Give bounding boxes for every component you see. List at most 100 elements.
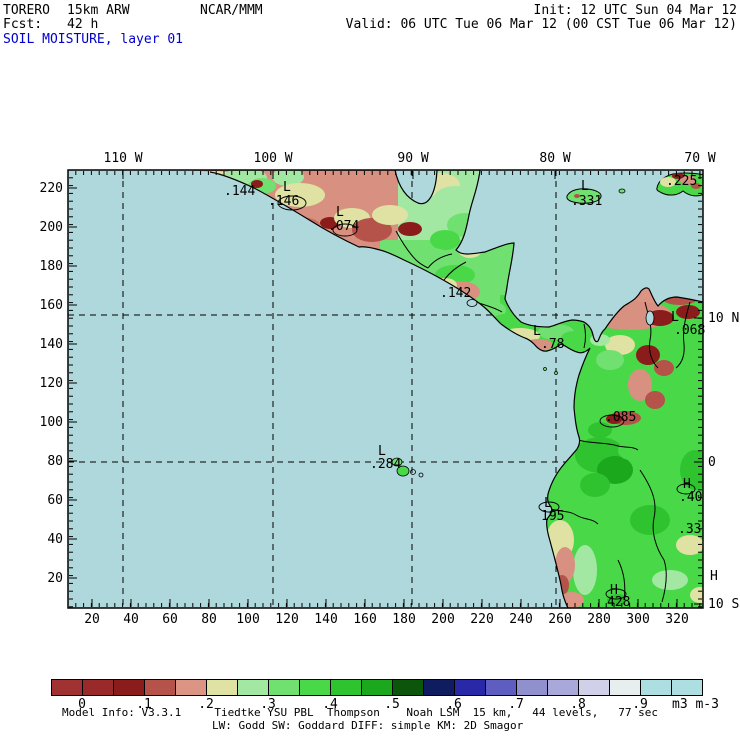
colorbar — [51, 679, 703, 696]
map-value-label: L — [533, 324, 541, 339]
footer-model-info-line1: Model Info: V3.3.1 Tiedtke YSU PBL Thomp… — [62, 706, 659, 719]
axis-label-bottom: 160 — [353, 612, 377, 627]
map-value-label: L — [671, 310, 679, 325]
axis-label-right: 0 — [708, 454, 716, 470]
small-island — [618, 188, 626, 194]
map-value-label: L — [581, 179, 589, 194]
value-contours — [277, 195, 696, 600]
map-value-label: .78 — [541, 337, 565, 352]
axis-label-left: 180 — [39, 258, 63, 274]
map-value-label: 195 — [541, 509, 565, 524]
colorbar-box — [207, 680, 237, 695]
footer-physics-line2: LW: Godd SW: Goddard DIFF: simple KM: 2D… — [212, 719, 524, 732]
axis-label-top: 70 W — [684, 151, 716, 166]
colorbar-box — [672, 680, 702, 695]
map-value-label: .074 — [328, 219, 360, 234]
axis-label-top: 110 W — [103, 151, 143, 166]
header-fcst-hours: 42 h — [67, 17, 99, 32]
axis-label-right: 10 N — [708, 310, 740, 326]
map-value-label: .146 — [268, 194, 300, 209]
header-model-name: TORERO — [3, 3, 50, 18]
axis-label-bottom: 180 — [392, 612, 416, 627]
axis-label-top: 80 W — [539, 151, 571, 166]
colorbar-tick-label: .7 — [508, 697, 524, 712]
colorbar-tick-label: 0 — [78, 697, 86, 712]
colorbar-box — [114, 680, 144, 695]
colorbar-tick-label: .3 — [260, 697, 276, 712]
colorbar-tick-label: .2 — [198, 697, 214, 712]
galapagos-islands — [391, 457, 424, 478]
colorbar-tick-label: .1 — [136, 697, 152, 712]
colorbar-box — [83, 680, 113, 695]
map-value-label: .331 — [571, 194, 603, 209]
axis-label-left: 220 — [39, 180, 63, 196]
colorbar-box — [641, 680, 671, 695]
jamaica-island — [566, 188, 602, 204]
map-value-label: .144 — [224, 184, 256, 199]
axis-label-bottom: 300 — [626, 612, 650, 627]
colorbar-box — [145, 680, 175, 695]
axis-label-left: 200 — [39, 219, 63, 235]
colorbar-box — [548, 680, 578, 695]
map-value-label: L — [336, 205, 344, 220]
coastline — [193, 170, 703, 608]
map-value-label: L — [283, 180, 291, 195]
colorbar-box — [52, 680, 82, 695]
axis-ticks — [69, 171, 702, 608]
map-value-label: H — [610, 583, 618, 598]
axis-label-top: 100 W — [253, 151, 293, 166]
colorbar-box — [517, 680, 547, 695]
axis-label-left: 20 — [47, 570, 63, 586]
colorbar-box — [486, 680, 516, 695]
axis-label-right: 10 S — [708, 596, 740, 612]
map-value-label: L — [544, 496, 552, 511]
lakes — [466, 299, 655, 326]
header-resolution: 15km ARW — [67, 3, 130, 18]
field-title: SOIL MOISTURE, layer 01 — [3, 32, 184, 47]
map-value-label: .33 — [678, 522, 702, 537]
map-frame — [67, 169, 704, 609]
colorbar-box — [455, 680, 485, 695]
map-value-label: .068 — [674, 323, 706, 338]
colorbar-box — [610, 680, 640, 695]
axis-label-bottom: 140 — [314, 612, 338, 627]
header-valid-time: Valid: 06 UTC Tue 06 Mar 12 (00 CST Tue … — [345, 17, 737, 32]
colorbar-box — [269, 680, 299, 695]
colorbar-tick-label: .9 — [632, 697, 648, 712]
colorbar-tick-label: .5 — [384, 697, 400, 712]
colorbar-tick-label: .6 — [446, 697, 462, 712]
colorbar-box — [331, 680, 361, 695]
header-fcst-label: Fcst: — [3, 17, 43, 32]
axis-label-bottom: 80 — [201, 612, 217, 627]
colorbar-box — [362, 680, 392, 695]
map-value-label: .284 — [370, 457, 402, 472]
colorbar-box — [579, 680, 609, 695]
colorbar-box — [176, 680, 206, 695]
axis-label-bottom: 60 — [162, 612, 178, 627]
axis-label-left: 120 — [39, 375, 63, 391]
map-value-label: 428 — [607, 595, 631, 610]
colorbar-box — [300, 680, 330, 695]
axis-label-bottom: 220 — [470, 612, 494, 627]
axis-label-left: 60 — [47, 492, 63, 508]
colorbar-tick-label: .4 — [322, 697, 338, 712]
map-value-label: .225 — [666, 174, 698, 189]
colorbar-box — [238, 680, 268, 695]
header-center: NCAR/MMM — [200, 3, 263, 18]
map-value-label: .142 — [440, 286, 472, 301]
axis-label-bottom: 260 — [548, 612, 572, 627]
axis-label-left: 140 — [39, 336, 63, 352]
panama-islets — [543, 367, 558, 375]
map-value-label: .40 — [679, 490, 703, 505]
axis-label-left: 160 — [39, 297, 63, 313]
axis-label-top: 90 W — [397, 151, 429, 166]
map-value-label: H — [710, 569, 718, 584]
map-value-label: .085 — [605, 410, 637, 425]
axis-label-bottom: 240 — [509, 612, 533, 627]
header-init-time: Init: 12 UTC Sun 04 Mar 12 — [533, 3, 738, 18]
map-value-label: H — [683, 477, 691, 492]
axis-label-left: 80 — [47, 453, 63, 469]
axis-label-bottom: 320 — [665, 612, 689, 627]
